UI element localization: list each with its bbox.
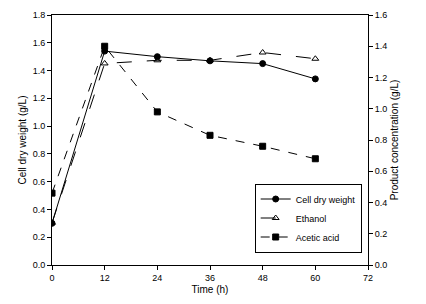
svg-text:1.0: 1.0 xyxy=(33,121,46,131)
svg-text:Cell dry weight: Cell dry weight xyxy=(296,195,356,205)
svg-text:1.2: 1.2 xyxy=(375,73,388,83)
svg-text:36: 36 xyxy=(205,273,215,283)
svg-text:0.0: 0.0 xyxy=(33,260,46,270)
svg-text:Time (h): Time (h) xyxy=(192,284,229,295)
svg-text:0.8: 0.8 xyxy=(375,135,388,145)
svg-text:0.0: 0.0 xyxy=(375,260,388,270)
svg-text:0.2: 0.2 xyxy=(33,232,46,242)
svg-text:Acetic acid: Acetic acid xyxy=(296,233,340,243)
svg-text:12: 12 xyxy=(100,273,110,283)
svg-text:1.4: 1.4 xyxy=(375,41,388,51)
svg-text:Cell dry weight (g/L): Cell dry weight (g/L) xyxy=(17,96,28,185)
svg-text:0.6: 0.6 xyxy=(33,177,46,187)
svg-text:0: 0 xyxy=(49,273,54,283)
svg-text:24: 24 xyxy=(152,273,162,283)
svg-text:0.6: 0.6 xyxy=(375,166,388,176)
svg-text:0.8: 0.8 xyxy=(33,149,46,159)
svg-text:1.6: 1.6 xyxy=(375,10,388,20)
svg-text:Product concentration (g/L): Product concentration (g/L) xyxy=(389,80,400,201)
svg-text:0.2: 0.2 xyxy=(375,229,388,239)
svg-text:1.2: 1.2 xyxy=(33,93,46,103)
svg-text:1.4: 1.4 xyxy=(33,66,46,76)
svg-text:Ethanol: Ethanol xyxy=(296,214,327,224)
svg-text:48: 48 xyxy=(258,273,268,283)
svg-text:60: 60 xyxy=(310,273,320,283)
svg-text:72: 72 xyxy=(363,273,373,283)
svg-text:0.4: 0.4 xyxy=(33,205,46,215)
svg-text:0.4: 0.4 xyxy=(375,198,388,208)
svg-text:1.6: 1.6 xyxy=(33,38,46,48)
svg-text:1.0: 1.0 xyxy=(375,104,388,114)
svg-text:1.8: 1.8 xyxy=(33,10,46,20)
